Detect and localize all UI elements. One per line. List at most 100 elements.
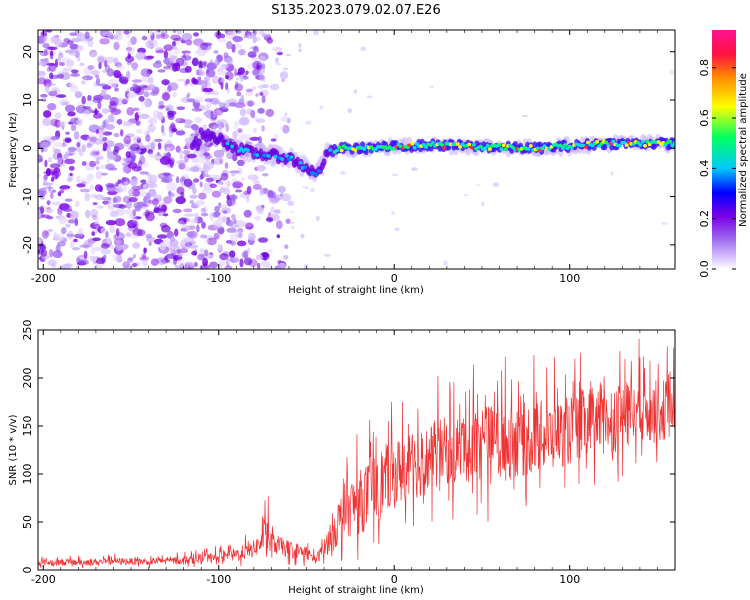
noise-blob	[218, 263, 223, 269]
noise-blob	[148, 199, 153, 205]
noise-blob	[216, 30, 222, 40]
noise-blob	[135, 120, 141, 126]
ridge-hotspot	[611, 139, 616, 144]
noise-blob	[206, 62, 217, 70]
noise-blob	[168, 192, 175, 198]
noise-blob	[148, 183, 158, 189]
noise-blob	[59, 185, 71, 190]
noise-blob	[234, 81, 239, 90]
noise-blob	[94, 108, 98, 115]
x-tick-label: 100	[559, 272, 580, 285]
noise-blob	[117, 179, 122, 184]
noise-blob	[225, 71, 234, 81]
noise-blob	[189, 218, 199, 224]
ridge-core	[196, 138, 202, 147]
noise-blob	[183, 208, 193, 213]
noise-blob	[249, 136, 260, 141]
noise-blob	[52, 146, 56, 152]
noise-blob	[242, 222, 253, 227]
noise-blob	[194, 262, 198, 267]
noise-blob	[63, 38, 71, 43]
noise-blob	[125, 55, 135, 63]
noise-blob	[125, 232, 132, 238]
noise-blob	[218, 38, 227, 43]
noise-blob	[194, 50, 199, 54]
noise-blob	[69, 210, 79, 220]
colorbar-tick-label: 0.8	[698, 59, 711, 77]
noise-blob	[207, 80, 211, 89]
noise-blob	[90, 69, 100, 76]
noise-blob	[181, 40, 186, 44]
noise-blob	[121, 98, 128, 105]
ridge-hotspot	[668, 139, 673, 144]
noise-blob	[236, 91, 242, 97]
noise-blob	[203, 161, 214, 170]
noise-blob	[133, 201, 145, 209]
noise-blob	[38, 249, 41, 254]
colorbar-tick-label: 0.2	[698, 210, 711, 228]
ridge-hotspot	[670, 143, 675, 148]
noise-blob	[58, 216, 68, 225]
noise-blob	[281, 193, 292, 202]
noise-blob	[79, 188, 91, 193]
noise-blob	[274, 57, 279, 64]
noise-blob	[185, 242, 193, 247]
noise-blob	[113, 70, 122, 79]
noise-blob	[213, 107, 224, 116]
noise-blob	[86, 143, 93, 149]
noise-blob	[171, 249, 176, 257]
noise-blob	[40, 93, 48, 98]
noise-blob	[146, 70, 151, 77]
noise-blob	[69, 117, 79, 124]
noise-blob	[189, 199, 195, 204]
noise-blob	[91, 214, 97, 221]
noise-blob	[287, 200, 294, 206]
noise-blob	[167, 113, 175, 121]
noise-blob	[174, 117, 181, 123]
noise-blob	[65, 223, 71, 228]
noise-blob	[209, 183, 217, 188]
noise-blob	[68, 165, 75, 171]
noise-blob	[145, 212, 155, 222]
noise-blob	[161, 176, 173, 184]
noise-blob	[157, 30, 161, 33]
noise-blob	[277, 185, 286, 194]
noise-blob	[521, 114, 529, 117]
noise-blob	[99, 185, 103, 193]
noise-blob	[187, 98, 196, 103]
noise-blob	[232, 255, 239, 262]
snr-ylabel: SNR (10 * v/v)	[8, 414, 19, 485]
noise-blob	[177, 218, 187, 225]
noise-blob	[257, 107, 265, 114]
noise-blob	[64, 104, 76, 113]
ridge-hotspot	[339, 148, 344, 153]
noise-blob	[249, 175, 256, 181]
noise-blob	[96, 55, 107, 64]
noise-blob	[105, 220, 117, 226]
noise-blob	[185, 225, 189, 230]
noise-blob	[68, 206, 73, 211]
noise-blob	[265, 108, 275, 117]
ridge-hotspot	[542, 144, 547, 148]
noise-blob	[115, 182, 119, 187]
noise-blob	[169, 236, 176, 243]
noise-blob	[197, 157, 208, 164]
noise-blob	[275, 62, 282, 66]
noise-blob	[90, 51, 97, 57]
noise-blob	[73, 238, 78, 243]
noise-blob	[123, 135, 132, 145]
noise-blob	[240, 177, 246, 182]
noise-blob	[75, 119, 82, 124]
noise-blob	[261, 63, 266, 70]
noise-blob	[132, 228, 143, 237]
colorbar-gradient	[712, 30, 736, 269]
noise-blob	[126, 61, 132, 65]
noise-blob	[202, 42, 213, 47]
noise-blob	[165, 107, 171, 112]
noise-blob	[82, 75, 93, 81]
noise-blob	[225, 219, 234, 227]
ridge-hotspot	[362, 147, 367, 151]
noise-blob	[84, 192, 91, 202]
noise-blob	[115, 97, 125, 106]
